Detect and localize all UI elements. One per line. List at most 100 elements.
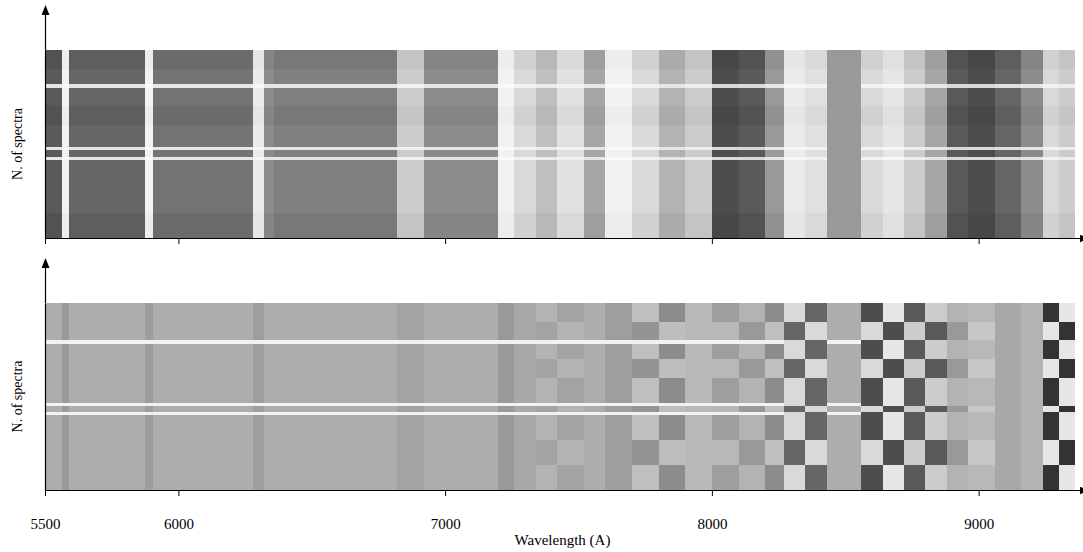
- heatmap-cell: [827, 440, 862, 465]
- heatmap-cell: [904, 406, 925, 412]
- heatmap-cell: [1043, 84, 1059, 87]
- heatmap-cell: [784, 188, 805, 213]
- heatmap-cell: [62, 340, 69, 343]
- heatmap-cell: [632, 69, 659, 85]
- heatmap-cell: [397, 359, 424, 378]
- heatmap-cell: [827, 88, 862, 107]
- heatmap-cell: [1021, 440, 1042, 465]
- heatmap-cell: [557, 378, 584, 403]
- heatmap-cell: [69, 147, 145, 150]
- heatmap-cell: [274, 415, 397, 440]
- x-tick: [178, 238, 179, 244]
- heatmap-cell: [557, 160, 584, 188]
- heatmap-cell: [62, 378, 69, 403]
- heatmap-cell: [253, 69, 264, 85]
- heatmap-cell: [904, 50, 925, 69]
- heatmap-cell: [397, 50, 424, 69]
- heatmap-cell: [605, 84, 632, 87]
- heatmap-cell: [264, 88, 275, 107]
- heatmap-cell: [1021, 415, 1042, 440]
- heatmap-cell: [947, 340, 968, 343]
- heatmap-cell: [69, 415, 145, 440]
- heatmap-cell: [514, 322, 535, 341]
- heatmap-cell: [712, 188, 739, 213]
- heatmap-cell: [765, 344, 784, 360]
- x-tick-label: 8000: [697, 516, 727, 532]
- heatmap-cell: [995, 106, 1022, 125]
- heatmap-cell: [397, 303, 424, 322]
- heatmap-cell: [514, 213, 535, 238]
- heatmap-cell: [62, 415, 69, 440]
- heatmap-cell: [968, 303, 995, 322]
- heatmap-cell: [995, 415, 1022, 440]
- heatmap-cell: [536, 69, 557, 85]
- heatmap-cell: [968, 344, 995, 360]
- heatmap-cell: [153, 69, 253, 85]
- heatmap-cell: [397, 157, 424, 160]
- heatmap-cell: [765, 50, 784, 69]
- heatmap-cell: [584, 188, 605, 213]
- heatmap-cell: [995, 213, 1022, 238]
- chart-svg: N. of spectra55006000700080009000N. of s…: [0, 0, 1083, 552]
- heatmap-cell: [153, 322, 253, 341]
- heatmap-cell: [62, 303, 69, 322]
- heatmap-cell: [1021, 406, 1042, 412]
- heatmap-cell: [274, 378, 397, 403]
- heatmap-cell: [685, 106, 712, 125]
- heatmap-cell: [397, 69, 424, 85]
- heatmap-cell: [62, 465, 69, 490]
- heatmap-cell: [861, 359, 882, 378]
- heatmap-cell: [1043, 106, 1059, 125]
- heatmap-cell: [685, 150, 712, 156]
- heatmap-cell: [765, 412, 784, 415]
- heatmap-cell: [805, 340, 826, 343]
- heatmap-cell: [584, 303, 605, 322]
- heatmap-cell: [968, 147, 995, 150]
- heatmap-cell: [253, 303, 264, 322]
- heatmap-cell: [827, 378, 862, 403]
- heatmap-cell: [498, 157, 514, 160]
- heatmap-cell: [514, 160, 535, 188]
- heatmap-cell: [62, 406, 69, 412]
- x-tick-label: 9000: [964, 516, 994, 532]
- heatmap-cell: [498, 150, 514, 156]
- heatmap-cell: [424, 106, 499, 125]
- heatmap-cell: [805, 84, 826, 87]
- heatmap-cell: [784, 147, 805, 150]
- heatmap-cell: [397, 84, 424, 87]
- heatmap-cell: [557, 340, 584, 343]
- heatmap-cell: [739, 157, 766, 160]
- heatmap-cell: [995, 147, 1022, 150]
- heatmap-cell: [605, 440, 632, 465]
- heatmap-cell: [632, 415, 659, 440]
- heatmap-cell: [557, 69, 584, 85]
- x-tick-mark: [979, 238, 980, 244]
- heatmap-cell: [45, 160, 62, 188]
- heatmap-cell: [805, 157, 826, 160]
- heatmap-cell: [605, 359, 632, 378]
- heatmap-cell: [925, 150, 946, 156]
- heatmap-cell: [712, 322, 739, 341]
- heatmap-cell: [69, 84, 145, 87]
- heatmap-cell: [765, 188, 784, 213]
- heatmap-cell: [145, 188, 153, 213]
- heatmap-cell: [632, 50, 659, 69]
- heatmap-cell: [861, 322, 882, 341]
- heatmap-cell: [925, 378, 946, 403]
- heatmap-cell: [498, 359, 514, 378]
- heatmap-cell: [712, 147, 739, 150]
- heatmap-cell: [153, 160, 253, 188]
- heatmap-cell: [1021, 403, 1042, 406]
- x-axis: 55006000700080009000: [31, 490, 1081, 532]
- heatmap-cell: [925, 88, 946, 107]
- heatmap-cell: [264, 188, 275, 213]
- y-axis-title: N. of spectra: [10, 360, 25, 433]
- heatmap-cell: [827, 50, 862, 69]
- heatmap-cell: [274, 303, 397, 322]
- heatmap-cell: [925, 440, 946, 465]
- heatmap-cell: [153, 125, 253, 147]
- heatmap-cell: [659, 412, 686, 415]
- heatmap-cell: [1043, 440, 1059, 465]
- heatmap-cell: [827, 213, 862, 238]
- heatmap-cell: [514, 440, 535, 465]
